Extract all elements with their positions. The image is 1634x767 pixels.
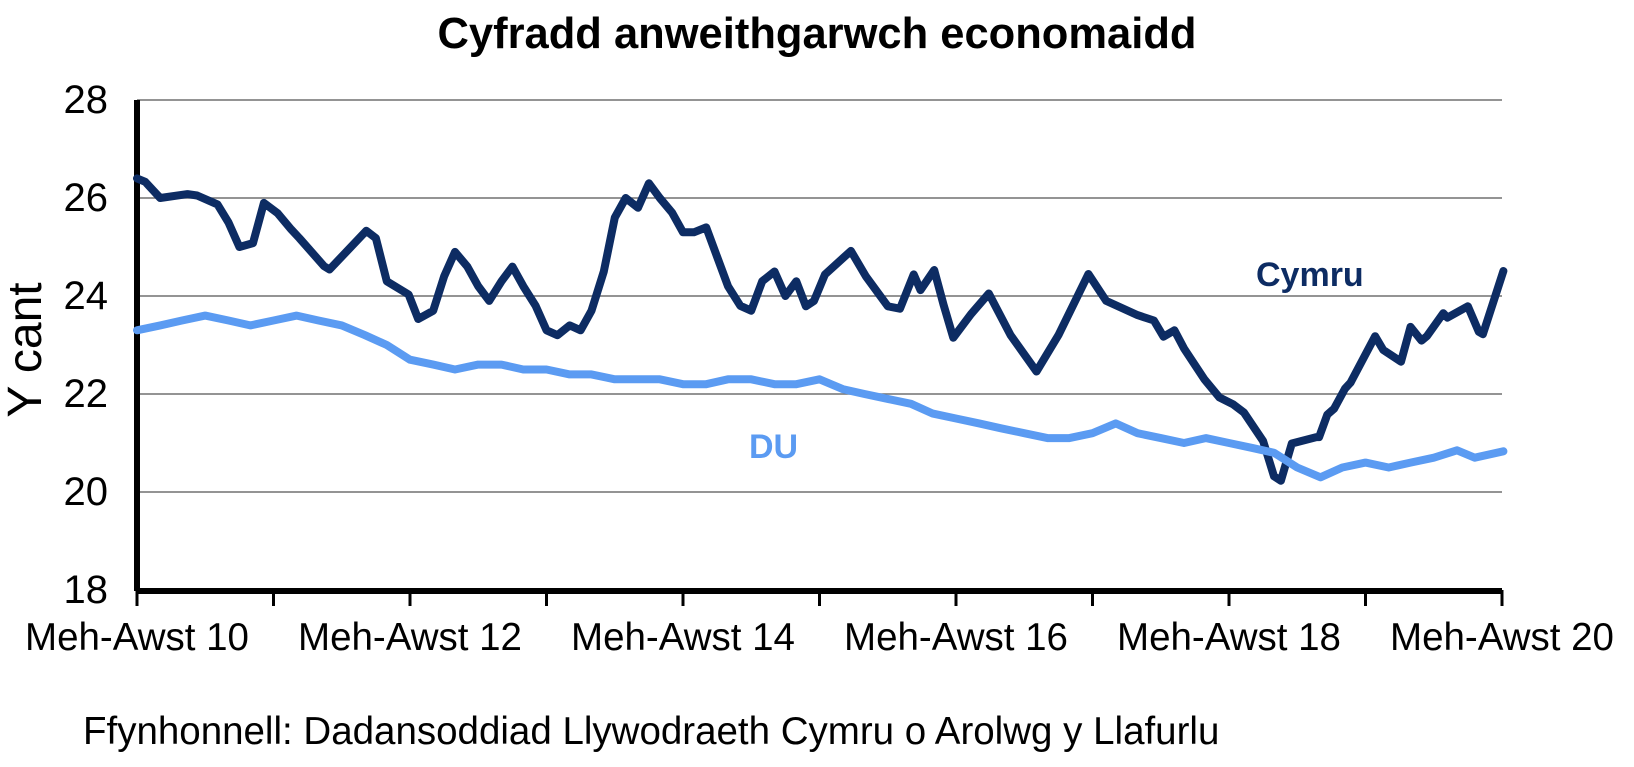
svg-text:Meh-Awst 10: Meh-Awst 10 [25,616,249,659]
svg-text:Meh-Awst 14: Meh-Awst 14 [571,616,795,659]
svg-text:26: 26 [64,176,109,220]
svg-text:Meh-Awst 12: Meh-Awst 12 [298,616,522,659]
svg-text:DU: DU [749,428,798,466]
svg-text:Y cant: Y cant [0,282,52,417]
svg-text:Cymru: Cymru [1256,256,1364,294]
svg-text:28: 28 [64,78,109,122]
svg-text:Meh-Awst 20: Meh-Awst 20 [1390,616,1614,659]
svg-text:Meh-Awst 16: Meh-Awst 16 [844,616,1068,659]
svg-text:22: 22 [64,372,109,416]
svg-text:18: 18 [64,568,109,612]
svg-text:Meh-Awst 18: Meh-Awst 18 [1117,616,1341,659]
svg-text:24: 24 [64,274,109,318]
svg-text:20: 20 [64,470,109,514]
